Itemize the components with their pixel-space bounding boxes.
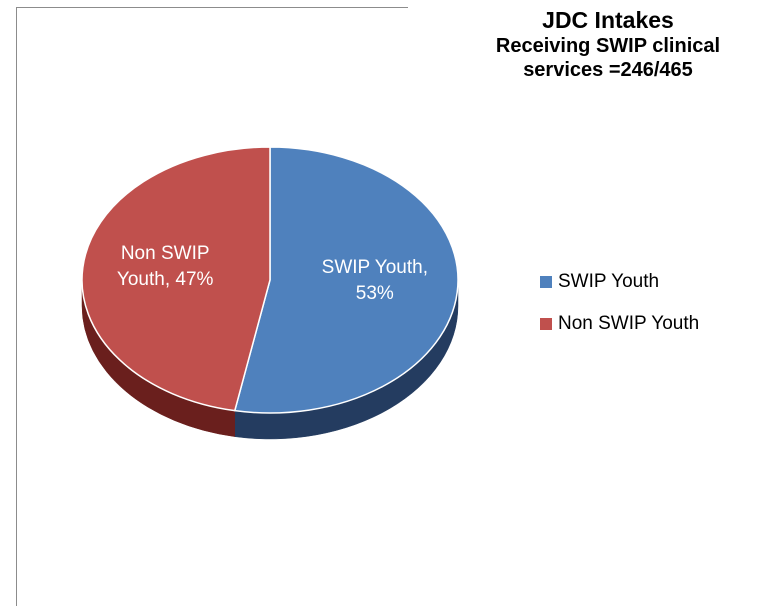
pie-slice-1 (81, 146, 271, 412)
legend-swatch-non-swip (540, 318, 552, 330)
data-label-0: SWIP Youth, 53% (322, 257, 428, 304)
legend-item-non-swip: Non SWIP Youth (540, 312, 699, 336)
pie-slice-0 (234, 146, 459, 414)
chart-frame-left-border (16, 7, 17, 606)
data-label-1: Non SWIP Youth, 47% (117, 243, 214, 290)
chart-frame-top-border (16, 7, 408, 8)
pie-group (81, 146, 459, 440)
legend-label-swip: SWIP Youth (558, 271, 660, 292)
legend-item-swip: SWIP Youth (540, 270, 699, 294)
legend-swatch-swip (540, 276, 552, 288)
legend: SWIP Youth Non SWIP Youth (540, 270, 699, 354)
title-line-2: Receiving SWIP clinical (495, 35, 721, 58)
data-labels: SWIP Youth, 53% Non SWIP Youth, 47% (117, 243, 428, 304)
title-line-3: services =246/465 (523, 59, 693, 82)
chart-title: JDC Intakes Receiving SWIP clinical serv… (408, 6, 762, 83)
legend-label-non-swip: Non SWIP Youth (558, 313, 700, 334)
title-line-1: JDC Intakes (542, 7, 674, 33)
